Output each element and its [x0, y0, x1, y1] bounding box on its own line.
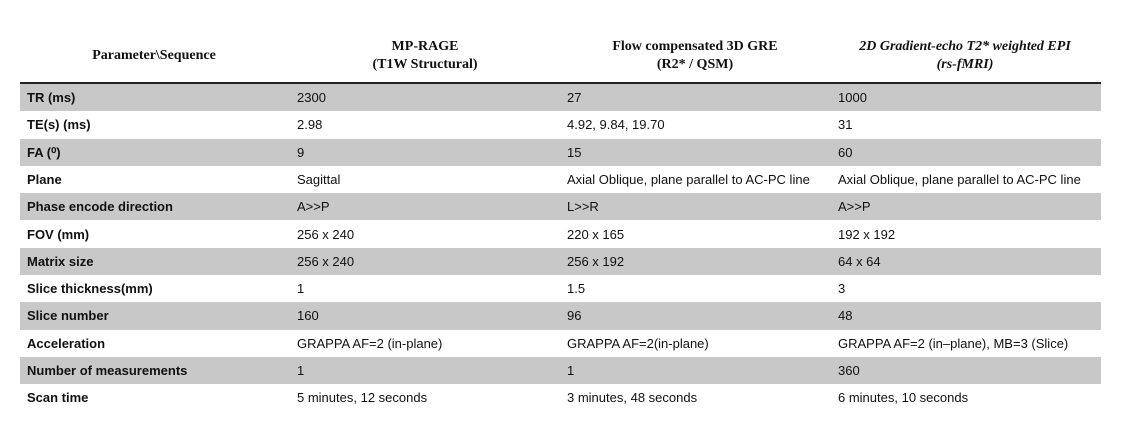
table-cell: Number of measurements: [27, 363, 188, 378]
table-cell: L>>R: [567, 199, 599, 215]
table-cell: GRAPPA AF=2 (in–plane), MB=3 (Slice): [838, 335, 1069, 351]
header-line: (T1W Structural): [372, 57, 478, 72]
table-row: FA (⁰) 9 15 60: [20, 138, 1101, 166]
table-cell: 64 x 64: [838, 253, 881, 269]
table-row: Slice thickness(mm) 1 1.5 3: [20, 275, 1101, 302]
table-cell: GRAPPA AF=2(in-plane): [567, 335, 709, 351]
header-cell: Flow compensated 3D GRE (R2* / QSM): [545, 38, 845, 74]
header-cell: MP-RAGE (T1W Structural): [275, 38, 575, 74]
table-row: Plane Sagittal Axial Oblique, plane parall…: [20, 166, 1101, 193]
header-line: 2D Gradient-echo T2* weighted EPI: [859, 39, 1071, 54]
table-cell: A>>P: [297, 199, 330, 215]
table-cell: 3 minutes, 48 seconds: [567, 390, 698, 406]
table-cell: 256 x 192: [567, 253, 625, 269]
table-cell: 256 x 240: [297, 253, 355, 269]
table-cell: 2.98: [297, 117, 323, 133]
table-row: Slice number 160 96 48: [20, 302, 1101, 330]
table-cell: 1000: [838, 90, 867, 105]
table-cell: 1: [297, 281, 305, 297]
table-cell: FOV (mm): [27, 226, 90, 242]
table-row: Phase encode direction A>>P L>>R A>>P: [20, 193, 1101, 221]
header-cell: Parameter\Sequence: [4, 47, 304, 65]
table-cell: 31: [838, 117, 853, 133]
header-cell: 2D Gradient-echo T2* weighted EPI (rs-fMR…: [815, 38, 1115, 74]
header-rule: [20, 82, 1101, 84]
table-cell: 160: [297, 308, 319, 324]
table-cell: 1: [567, 363, 575, 378]
table-row: FOV (mm) 256 x 240 220 x 165 192 x 192: [20, 221, 1101, 248]
header-line: MP-RAGE: [391, 39, 459, 54]
table-cell: 220 x 165: [567, 226, 625, 242]
table-cell: 9: [297, 144, 305, 160]
table-cell: TE(s) (ms): [27, 117, 91, 133]
table-cell: FA (⁰): [27, 144, 61, 160]
table-row: Matrix size 256 x 240 256 x 192 64 x 64: [20, 247, 1101, 276]
table-cell: 6 minutes, 10 seconds: [838, 390, 969, 406]
table-cell: 192 x 192: [838, 226, 896, 242]
table-cell: 1.5: [567, 281, 586, 297]
table-cell: Slice number: [27, 308, 109, 324]
table-cell: Matrix size: [27, 253, 94, 269]
table-row: TR (ms) 2300 27 1000: [20, 84, 1101, 112]
table-cell: Slice thickness(mm): [27, 281, 153, 297]
table-cell: Acceleration: [27, 335, 106, 351]
table-cell: Sagittal: [297, 171, 341, 187]
table-cell: Plane: [27, 171, 62, 187]
table-cell: TR (ms): [27, 90, 76, 105]
table-cell: 4.92, 9.84, 19.70: [567, 117, 665, 133]
table-cell: 256 x 240: [297, 226, 355, 242]
header-line: (R2* / QSM): [656, 57, 734, 72]
table-cell: 15: [567, 144, 582, 160]
table-cell: Phase encode direction: [27, 199, 173, 215]
table-row: Number of measurements 1 1 360: [20, 357, 1101, 385]
table-row: TE(s) (ms) 2.98 4.92, 9.84, 19.70 31: [20, 111, 1101, 138]
table-cell: 360: [838, 363, 860, 378]
table-cell: 96: [567, 308, 582, 324]
table-cell: 2300: [297, 90, 326, 105]
header-line: Parameter\Sequence: [92, 48, 216, 63]
table-cell: GRAPPA AF=2 (in-plane): [297, 335, 443, 351]
table-cell: 48: [838, 308, 853, 324]
table-row: Acceleration GRAPPA AF=2 (in-plane) GRAPPA…: [20, 330, 1101, 357]
table-cell: 5 minutes, 12 seconds: [297, 390, 428, 406]
header-line: Flow compensated 3D GRE: [612, 39, 778, 54]
table-cell: Axial Oblique, plane parallel to AC-PC l…: [567, 171, 810, 187]
table-cell: 27: [567, 90, 582, 105]
table-cell: 3: [838, 281, 846, 297]
table-row: Scan time 5 minutes, 12 seconds 3 minutes,…: [20, 384, 1101, 411]
table-cell: Scan time: [27, 390, 89, 406]
header-line: (rs-fMRI): [936, 57, 994, 72]
table-cell: 1: [297, 363, 305, 378]
table-cell: A>>P: [838, 199, 871, 215]
table-cell: 60: [838, 144, 853, 160]
table-cell: Axial Oblique, plane parallel to AC-PC l…: [838, 171, 1081, 187]
